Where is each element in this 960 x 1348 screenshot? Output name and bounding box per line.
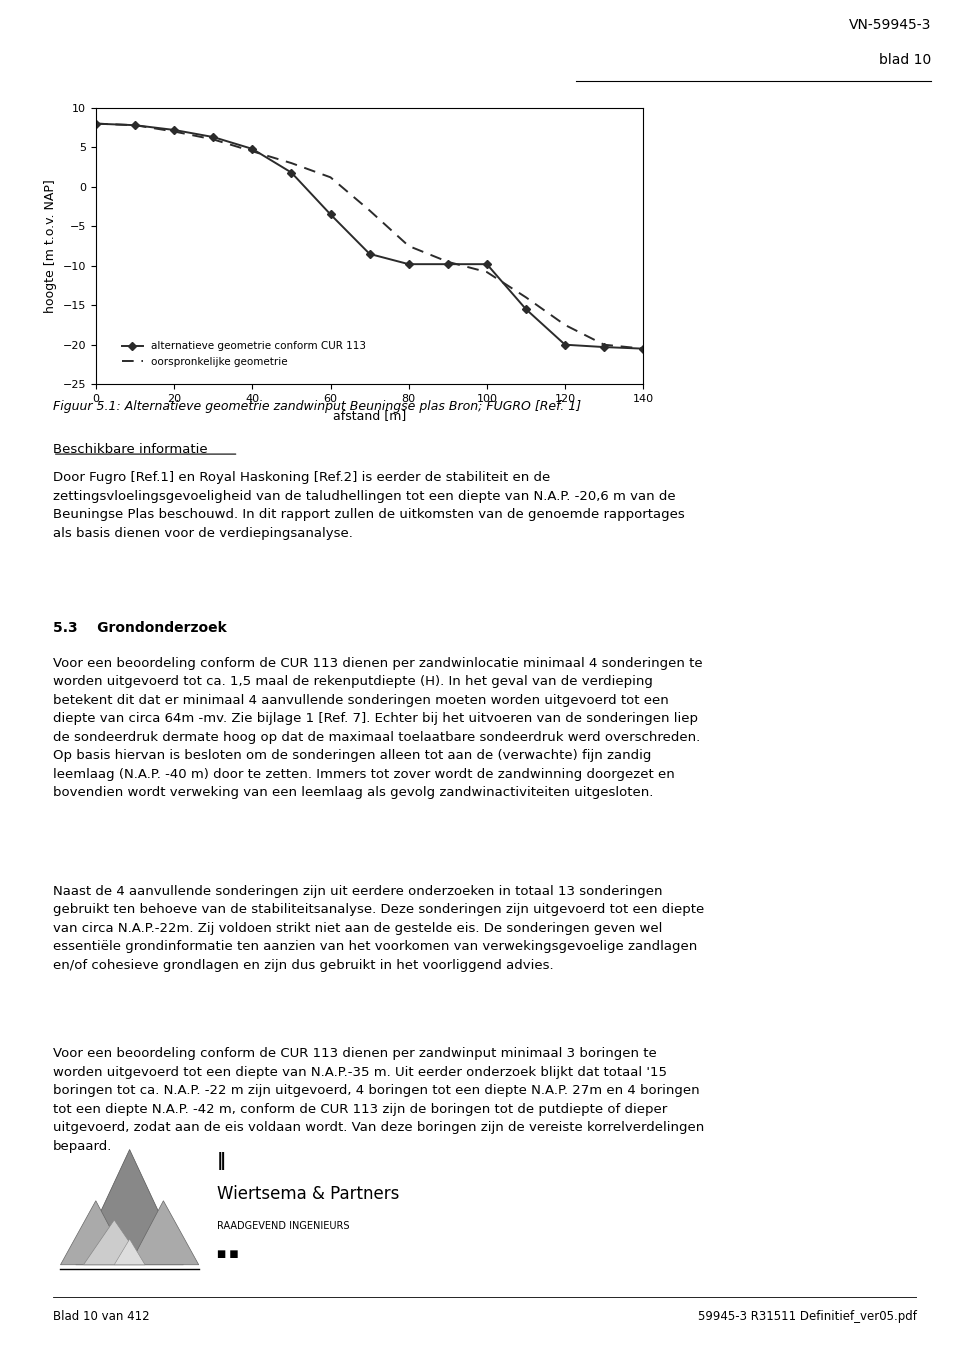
- Text: Beschikbare informatie: Beschikbare informatie: [53, 442, 207, 456]
- oorspronkelijke geometrie: [286, 155, 298, 171]
- X-axis label: afstand [m]: afstand [m]: [333, 410, 406, 422]
- Line: alternatieve geometrie conform CUR 113: alternatieve geometrie conform CUR 113: [93, 121, 646, 352]
- Line: oorspronkelijke geometrie: oorspronkelijke geometrie: [96, 124, 643, 349]
- alternatieve geometrie conform CUR 113: [207, 129, 219, 146]
- Text: ■ ■: ■ ■: [217, 1248, 239, 1259]
- Text: Blad 10 van 412: Blad 10 van 412: [53, 1310, 150, 1322]
- oorspronkelijke geometrie: [637, 341, 649, 357]
- Legend: alternatieve geometrie conform CUR 113, oorspronkelijke geometrie: alternatieve geometrie conform CUR 113, …: [118, 337, 371, 371]
- oorspronkelijke geometrie: [598, 337, 610, 353]
- Text: blad 10: blad 10: [879, 53, 931, 66]
- alternatieve geometrie conform CUR 113: [286, 164, 298, 181]
- alternatieve geometrie conform CUR 113: [247, 140, 258, 156]
- Text: Naast de 4 aanvullende sonderingen zijn uit eerdere onderzoeken in totaal 13 son: Naast de 4 aanvullende sonderingen zijn …: [53, 884, 704, 972]
- Text: Wiertsema & Partners: Wiertsema & Partners: [217, 1185, 399, 1202]
- Polygon shape: [114, 1239, 145, 1264]
- Text: Door Fugro [Ref.1] en Royal Haskoning [Ref.2] is eerder de stabiliteit en de
zet: Door Fugro [Ref.1] en Royal Haskoning [R…: [53, 472, 684, 539]
- oorspronkelijke geometrie: [247, 143, 258, 159]
- Y-axis label: hoogte [m t.o.v. NAP]: hoogte [m t.o.v. NAP]: [44, 179, 58, 313]
- oorspronkelijke geometrie: [324, 170, 336, 186]
- oorspronkelijke geometrie: [364, 202, 375, 218]
- alternatieve geometrie conform CUR 113: [130, 117, 141, 133]
- alternatieve geometrie conform CUR 113: [560, 337, 571, 353]
- oorspronkelijke geometrie: [560, 317, 571, 333]
- oorspronkelijke geometrie: [168, 124, 180, 140]
- Text: Voor een beoordeling conform de CUR 113 dienen per zandwinput minimaal 3 boringe: Voor een beoordeling conform de CUR 113 …: [53, 1047, 704, 1153]
- Text: 59945-3 R31511 Definitief_ver05.pdf: 59945-3 R31511 Definitief_ver05.pdf: [698, 1310, 917, 1322]
- alternatieve geometrie conform CUR 113: [520, 301, 532, 317]
- alternatieve geometrie conform CUR 113: [90, 116, 102, 132]
- Text: 5.3    Grondonderzoek: 5.3 Grondonderzoek: [53, 620, 227, 635]
- alternatieve geometrie conform CUR 113: [168, 121, 180, 137]
- oorspronkelijke geometrie: [403, 237, 415, 253]
- oorspronkelijke geometrie: [481, 264, 492, 280]
- alternatieve geometrie conform CUR 113: [364, 245, 375, 262]
- alternatieve geometrie conform CUR 113: [403, 256, 415, 272]
- oorspronkelijke geometrie: [130, 117, 141, 133]
- Text: Voor een beoordeling conform de CUR 113 dienen per zandwinlocatie minimaal 4 son: Voor een beoordeling conform de CUR 113 …: [53, 656, 703, 799]
- alternatieve geometrie conform CUR 113: [598, 338, 610, 355]
- Text: VN-59945-3: VN-59945-3: [849, 18, 931, 31]
- alternatieve geometrie conform CUR 113: [481, 256, 492, 272]
- Polygon shape: [84, 1220, 145, 1264]
- Text: Figuur 5.1: Alternatieve geometrie zandwinput Beuningse plas Bron; FUGRO [Ref. 1: Figuur 5.1: Alternatieve geometrie zandw…: [53, 400, 581, 414]
- Text: ‖: ‖: [217, 1151, 226, 1170]
- Polygon shape: [76, 1150, 183, 1264]
- Polygon shape: [130, 1201, 199, 1264]
- oorspronkelijke geometrie: [442, 253, 453, 270]
- oorspronkelijke geometrie: [207, 131, 219, 147]
- alternatieve geometrie conform CUR 113: [637, 341, 649, 357]
- alternatieve geometrie conform CUR 113: [442, 256, 453, 272]
- oorspronkelijke geometrie: [520, 290, 532, 306]
- oorspronkelijke geometrie: [90, 116, 102, 132]
- Text: RAADGEVEND INGENIEURS: RAADGEVEND INGENIEURS: [217, 1221, 349, 1231]
- alternatieve geometrie conform CUR 113: [324, 206, 336, 222]
- Polygon shape: [60, 1201, 130, 1264]
